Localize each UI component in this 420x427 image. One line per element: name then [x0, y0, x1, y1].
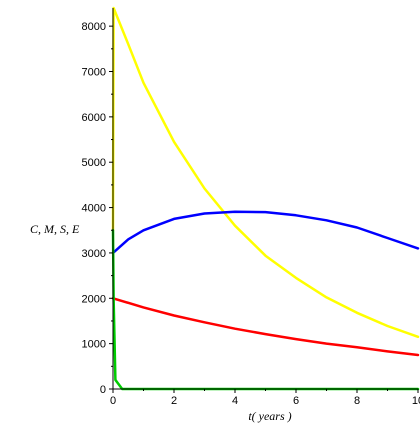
x-tick-label: 6: [293, 395, 299, 407]
y-tick-label: 0: [100, 384, 106, 396]
x-tick-label: 2: [171, 395, 177, 407]
y-tick-label: 7000: [82, 67, 106, 79]
y-tick-label: 8000: [82, 21, 106, 33]
y-tick-label: 2000: [82, 293, 106, 305]
x-axis-ticks: 0 2 4 6 8 10: [110, 389, 420, 407]
y-axis-ticks: 0 1000 2000 3000 4000 5000 6000 7000 8000: [82, 21, 113, 396]
x-tick-label: 4: [232, 395, 238, 407]
y-tick-label: 6000: [82, 112, 106, 124]
series-line-1: [111, 6, 420, 339]
x-axis-label: t( years ): [248, 409, 291, 423]
x-tick-label: 0: [110, 395, 116, 407]
y-tick-label: 3000: [82, 248, 106, 260]
y-axis-label: C, M, S, E: [30, 222, 80, 236]
series-layer: [111, 6, 420, 391]
y-tick-label: 1000: [82, 339, 106, 351]
y-tick-label: 5000: [82, 157, 106, 169]
x-tick-label: 10: [412, 395, 420, 407]
axes-layer: 0 2 4 6 8 10 0 1000 2000 3000 4000 5000 6000 7000 800…: [82, 8, 420, 407]
series-line-2: [111, 210, 420, 255]
y-tick-label: 4000: [82, 203, 106, 215]
series-line-3: [111, 297, 420, 357]
x-tick-label: 8: [354, 395, 360, 407]
